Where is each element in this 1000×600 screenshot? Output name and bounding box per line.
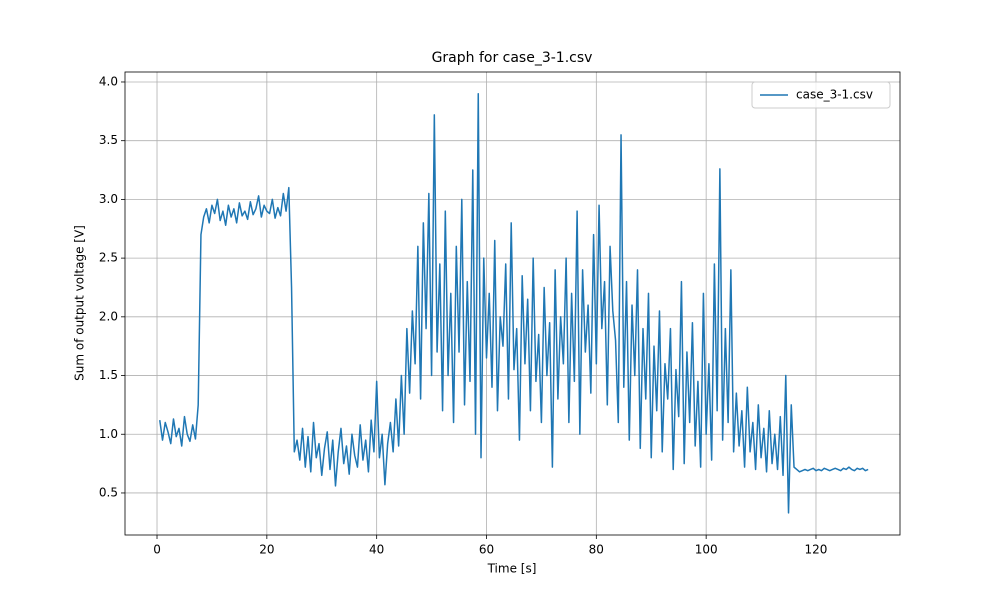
- plot-frame: [124, 71, 901, 536]
- y-tick-label: 3.0: [99, 192, 118, 206]
- x-tick-label: 60: [479, 543, 494, 557]
- x-tick-label: 40: [369, 543, 384, 557]
- x-tick-label: 20: [259, 543, 274, 557]
- y-tick-label: 0.5: [99, 485, 118, 499]
- y-tick-label: 1.0: [99, 427, 118, 441]
- y-axis-label: Sum of output voltage [V]: [73, 225, 87, 381]
- y-tick-label: 4.0: [99, 74, 118, 88]
- legend-box: [751, 81, 891, 109]
- y-tick-label: 3.5: [99, 133, 118, 147]
- x-axis-label: Time [s]: [487, 562, 537, 576]
- legend-label: case_3-1.csv: [796, 88, 873, 102]
- y-tick-label: 2.5: [99, 251, 118, 265]
- chart-title: Graph for case_3-1.csv: [432, 50, 593, 66]
- x-tick-label: 80: [589, 543, 604, 557]
- data-line: [159, 92, 869, 514]
- x-tick-label: 100: [695, 543, 718, 557]
- y-tick-label: 2.0: [99, 309, 118, 323]
- x-tick-label: 120: [805, 543, 828, 557]
- x-tick-label: 0: [153, 543, 161, 557]
- y-tick-label: 1.5: [99, 368, 118, 382]
